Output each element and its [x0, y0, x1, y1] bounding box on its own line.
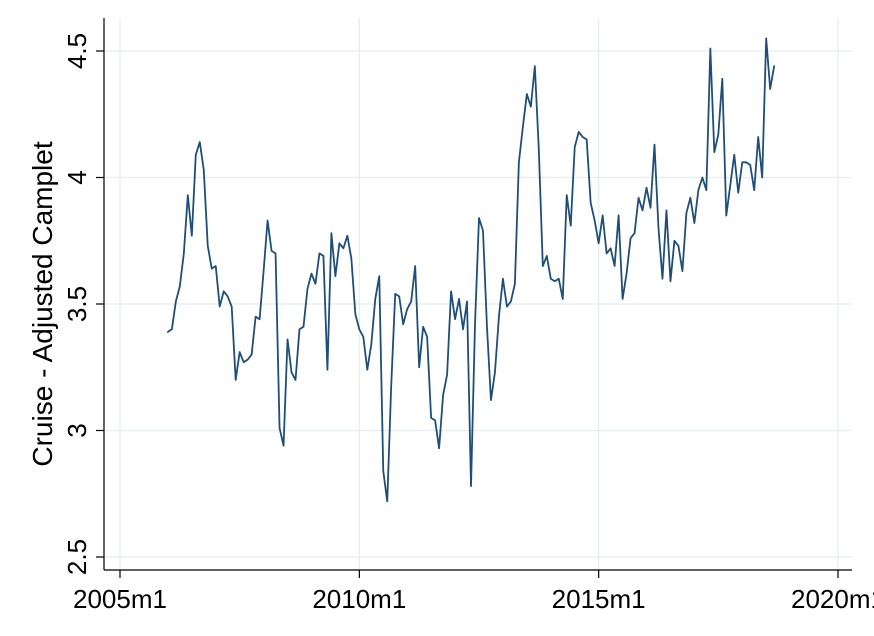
y-tick-label: 3 — [62, 423, 92, 437]
x-tick-label: 2015m1 — [552, 584, 646, 614]
y-tick-label: 4 — [62, 170, 92, 184]
y-tick-label: 3.5 — [62, 286, 92, 322]
x-tick-label: 2010m1 — [312, 584, 406, 614]
y-tick-label: 2.5 — [62, 539, 92, 575]
series-line — [168, 38, 774, 501]
grid-lines — [104, 18, 852, 570]
x-tick-label: 2005m1 — [73, 584, 167, 614]
series-lines — [168, 38, 774, 501]
y-axis-title: Cruise - Adjusted Camplet — [27, 141, 58, 466]
y-tick-label: 4.5 — [62, 33, 92, 69]
x-tick-label: 2020m1 — [791, 584, 874, 614]
